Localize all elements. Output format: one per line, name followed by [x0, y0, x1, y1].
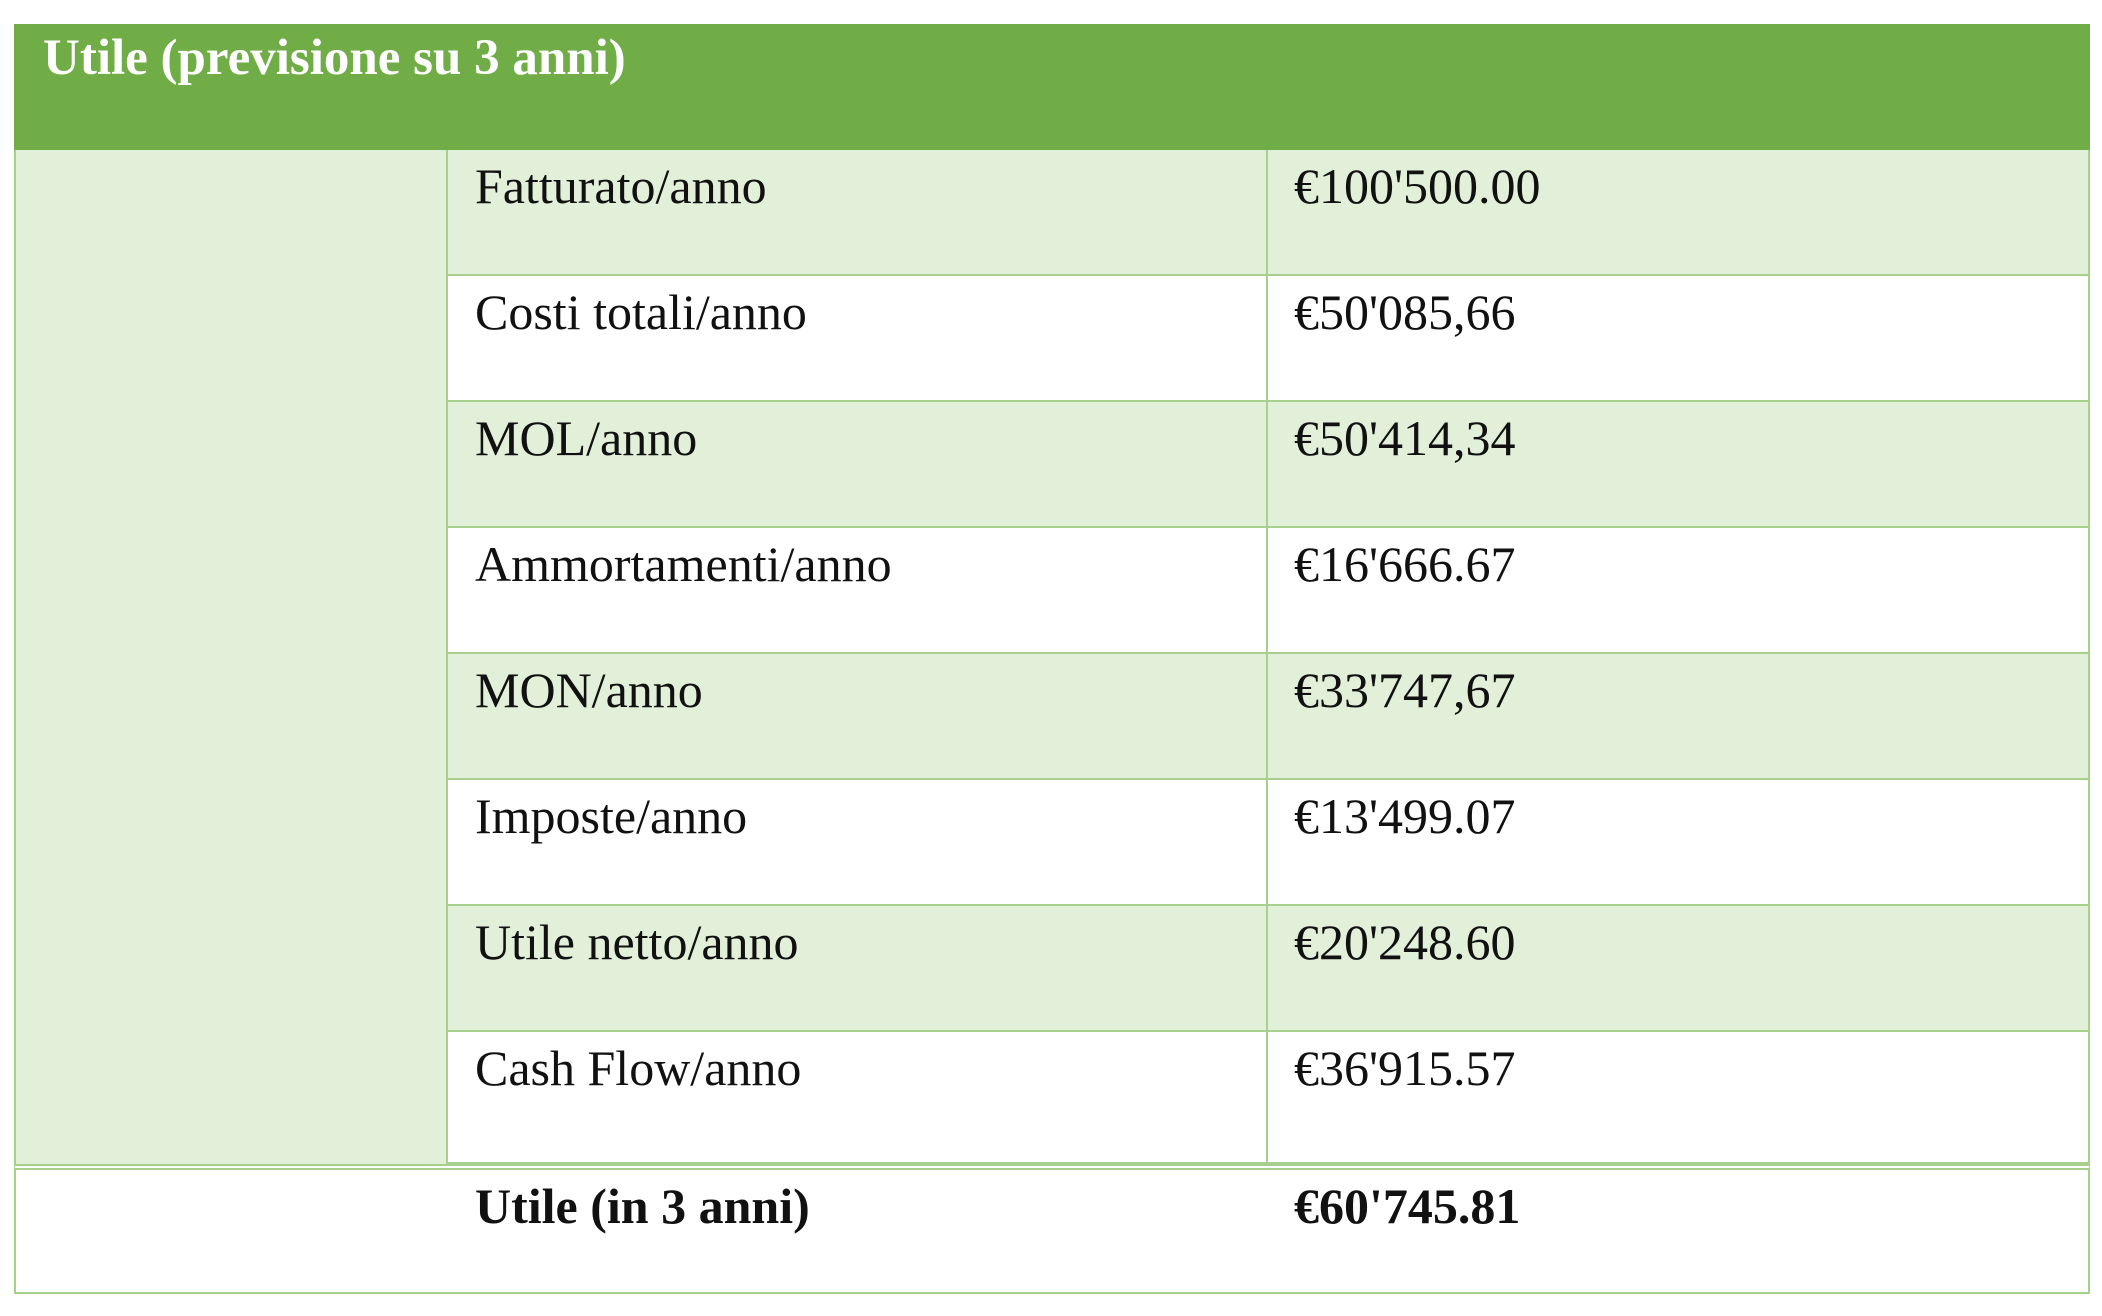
row-label: Fatturato/anno	[475, 158, 767, 214]
row-value: €16'666.67	[1294, 536, 1516, 592]
row-value: €33'747,67	[1294, 662, 1516, 718]
row-value: €100'500.00	[1294, 158, 1541, 214]
table-title: Utile (previsione su 3 anni)	[43, 30, 626, 86]
row-label: Utile netto/anno	[475, 914, 799, 970]
row-label: Costi totali/anno	[475, 284, 807, 340]
row-value: €20'248.60	[1294, 914, 1516, 970]
table-row: MOL/anno €50'414,34	[447, 402, 2090, 528]
column-divider	[446, 150, 448, 1294]
table-row: Cash Flow/anno €36'915.57	[447, 1032, 2090, 1164]
row-label: Ammortamenti/anno	[475, 536, 892, 592]
column-divider	[1266, 150, 1268, 1294]
table-row: Imposte/anno €13'499.07	[447, 780, 2090, 906]
table-row: MON/anno €33'747,67	[447, 654, 2090, 780]
table-row: Costi totali/anno €50'085,66	[447, 276, 2090, 402]
row-label: Imposte/anno	[475, 788, 748, 844]
table-row: Ammortamenti/anno €16'666.67	[447, 528, 2090, 654]
row-label: MOL/anno	[475, 410, 698, 466]
table-row: Fatturato/anno €100'500.00	[447, 150, 2090, 276]
table-header: Utile (previsione su 3 anni)	[14, 24, 2090, 150]
left-column-band	[14, 150, 447, 1164]
row-value: €13'499.07	[1294, 788, 1516, 844]
table-row: Utile netto/anno €20'248.60	[447, 906, 2090, 1032]
total-label: Utile (in 3 anni)	[475, 1178, 810, 1234]
total-value: €60'745.81	[1294, 1178, 1521, 1234]
row-value: €50'414,34	[1294, 410, 1516, 466]
row-value: €36'915.57	[1294, 1040, 1516, 1096]
row-label: Cash Flow/anno	[475, 1040, 802, 1096]
row-value: €50'085,66	[1294, 284, 1516, 340]
row-label: MON/anno	[475, 662, 703, 718]
total-row: Utile (in 3 anni) €60'745.81	[14, 1164, 2090, 1294]
